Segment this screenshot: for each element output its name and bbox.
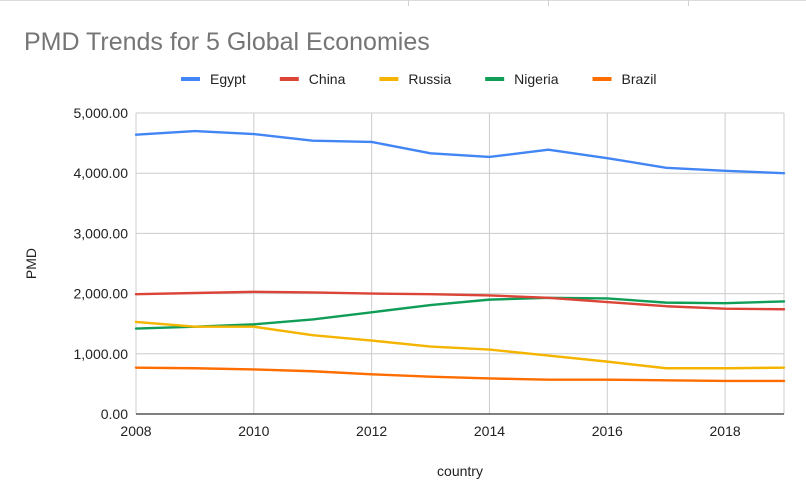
x-tick-label: 2010	[238, 423, 269, 439]
series-line-china	[134, 290, 786, 311]
legend-label: Egypt	[210, 71, 246, 87]
y-tick-label: 3,000.00	[74, 225, 129, 241]
y-tick-label: 5,000.00	[74, 105, 129, 121]
series-line-nigeria	[134, 296, 786, 330]
series-line-brazil	[134, 366, 786, 383]
chart-title: PMD Trends for 5 Global Economies	[24, 28, 430, 56]
top-edge-ticks	[0, 1, 806, 7]
legend-label: Russia	[408, 71, 451, 87]
gridlines	[135, 112, 785, 414]
y-tick-label: 1,000.00	[74, 346, 129, 362]
legend: Egypt China Russia Nigeria Brazil	[181, 71, 657, 87]
y-axis-title: PMD	[23, 248, 39, 279]
x-tick-label: 2018	[710, 423, 741, 439]
legend-label: Nigeria	[514, 71, 559, 87]
y-tick-label: 0.00	[101, 406, 128, 422]
legend-label: China	[309, 71, 346, 87]
series-line-russia	[134, 320, 786, 370]
legend-item: Nigeria	[485, 71, 559, 87]
series-line-egypt	[134, 129, 786, 175]
x-axis-tick-labels: 2008 2010 2012 2014 2016 2018	[120, 423, 740, 439]
legend-item: Russia	[379, 71, 451, 87]
legend-item: Brazil	[592, 71, 657, 87]
legend-item: Egypt	[181, 71, 246, 87]
legend-item: China	[279, 71, 346, 87]
x-tick-label: 2012	[356, 423, 387, 439]
x-tick-label: 2016	[592, 423, 623, 439]
series-lines	[134, 129, 786, 383]
legend-label: Brazil	[622, 71, 657, 87]
y-tick-label: 2,000.00	[74, 286, 129, 302]
x-tick-label: 2014	[474, 423, 505, 439]
y-tick-label: 4,000.00	[74, 165, 129, 181]
x-axis-title: country	[437, 463, 483, 479]
x-tick-label: 2008	[120, 423, 151, 439]
y-axis-tick-labels: 0.00 1,000.00 2,000.00 3,000.00 4,000.00 5,00…	[74, 105, 129, 422]
